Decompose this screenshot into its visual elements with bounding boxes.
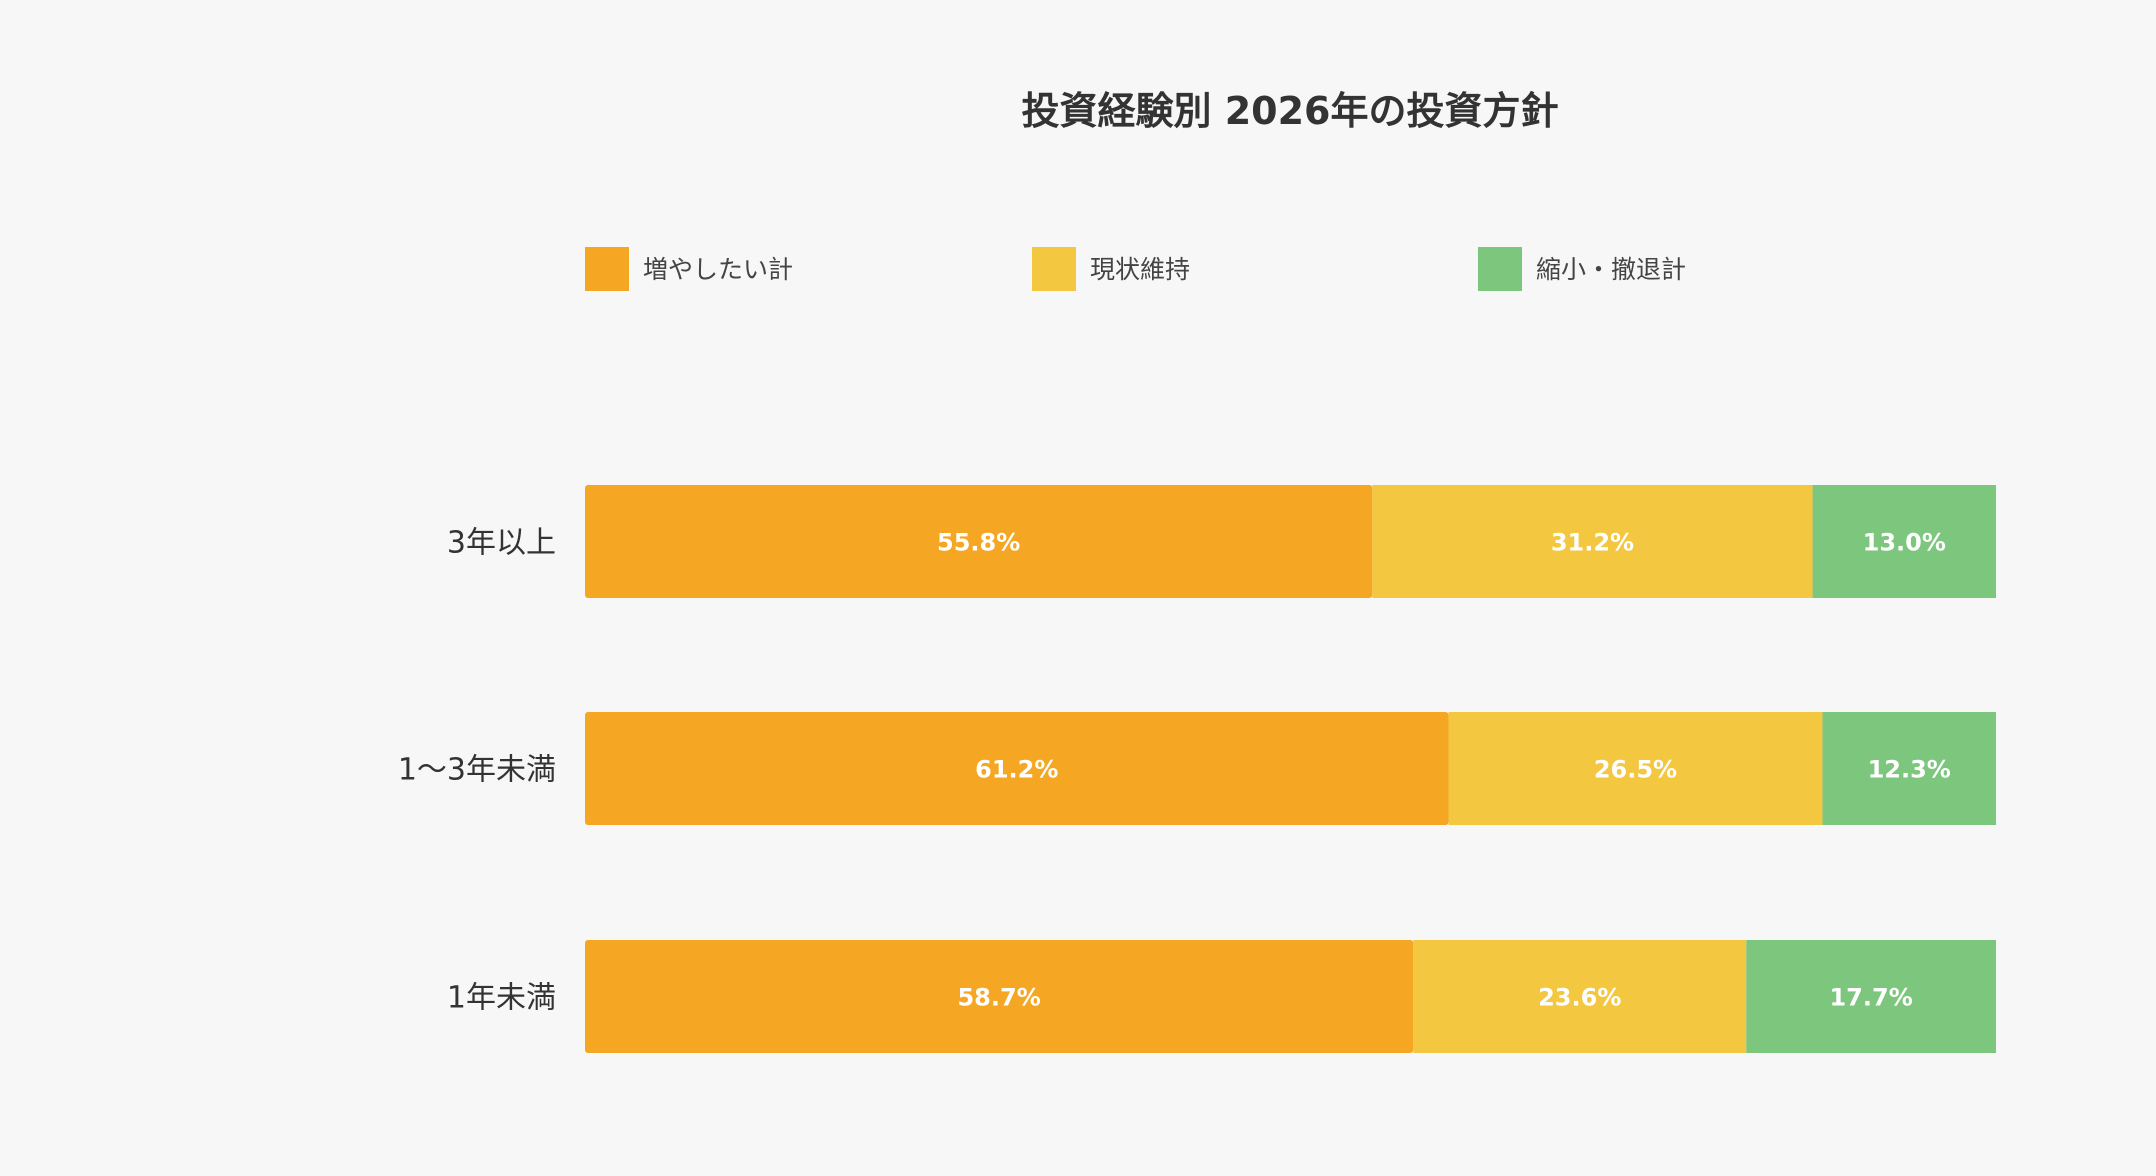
legend: 増やしたい計 現状維持 縮小・撤退計: [585, 247, 1686, 291]
legend-swatch: [585, 247, 629, 291]
bar-row: 55.8% 31.2% 13.0%: [585, 485, 1996, 598]
legend-label: 増やしたい計: [643, 255, 793, 284]
data-label: 23.6%: [1538, 984, 1621, 1012]
data-label: 12.3%: [1868, 756, 1951, 784]
legend-item: 増やしたい計: [585, 247, 793, 291]
legend-swatch: [1032, 247, 1076, 291]
bar-segment: [585, 712, 1449, 825]
category-label: 1〜3年未満: [398, 753, 556, 788]
bar-row: 58.7% 23.6% 17.7%: [585, 940, 1996, 1053]
bar-segment: [1746, 940, 1996, 1053]
legend-item: 縮小・撤退計: [1478, 247, 1686, 291]
bar-segment: [1413, 940, 1747, 1053]
legend-item: 現状維持: [1032, 247, 1190, 291]
bar-segment: [585, 485, 1373, 598]
category-labels: 3年以上 1〜3年未満 1年未満: [398, 526, 556, 1016]
legend-label: 現状維持: [1090, 255, 1190, 284]
data-label: 31.2%: [1551, 529, 1634, 557]
bar-segment: [1448, 712, 1823, 825]
data-label: 13.0%: [1863, 529, 1946, 557]
bar-segment: [1822, 712, 1996, 825]
chart-title: 投資経験別 2026年の投資方針: [1022, 89, 1559, 133]
bar-row: 61.2% 26.5% 12.3%: [585, 712, 1996, 825]
data-label: 58.7%: [957, 984, 1040, 1012]
category-label: 3年以上: [447, 526, 556, 561]
bar-segment: [1812, 485, 1996, 598]
category-label: 1年未満: [447, 981, 556, 1016]
bar-segment: [585, 940, 1414, 1053]
data-label: 17.7%: [1829, 984, 1912, 1012]
data-label: 55.8%: [937, 529, 1020, 557]
bar-segment: [1372, 485, 1813, 598]
legend-label: 縮小・撤退計: [1536, 255, 1686, 284]
data-label: 61.2%: [975, 756, 1058, 784]
data-label: 26.5%: [1594, 756, 1677, 784]
legend-swatch: [1478, 247, 1522, 291]
bars: 55.8% 31.2% 13.0% 61.2% 26.5% 12.3% 58.7% 23.6%…: [585, 485, 1996, 1053]
